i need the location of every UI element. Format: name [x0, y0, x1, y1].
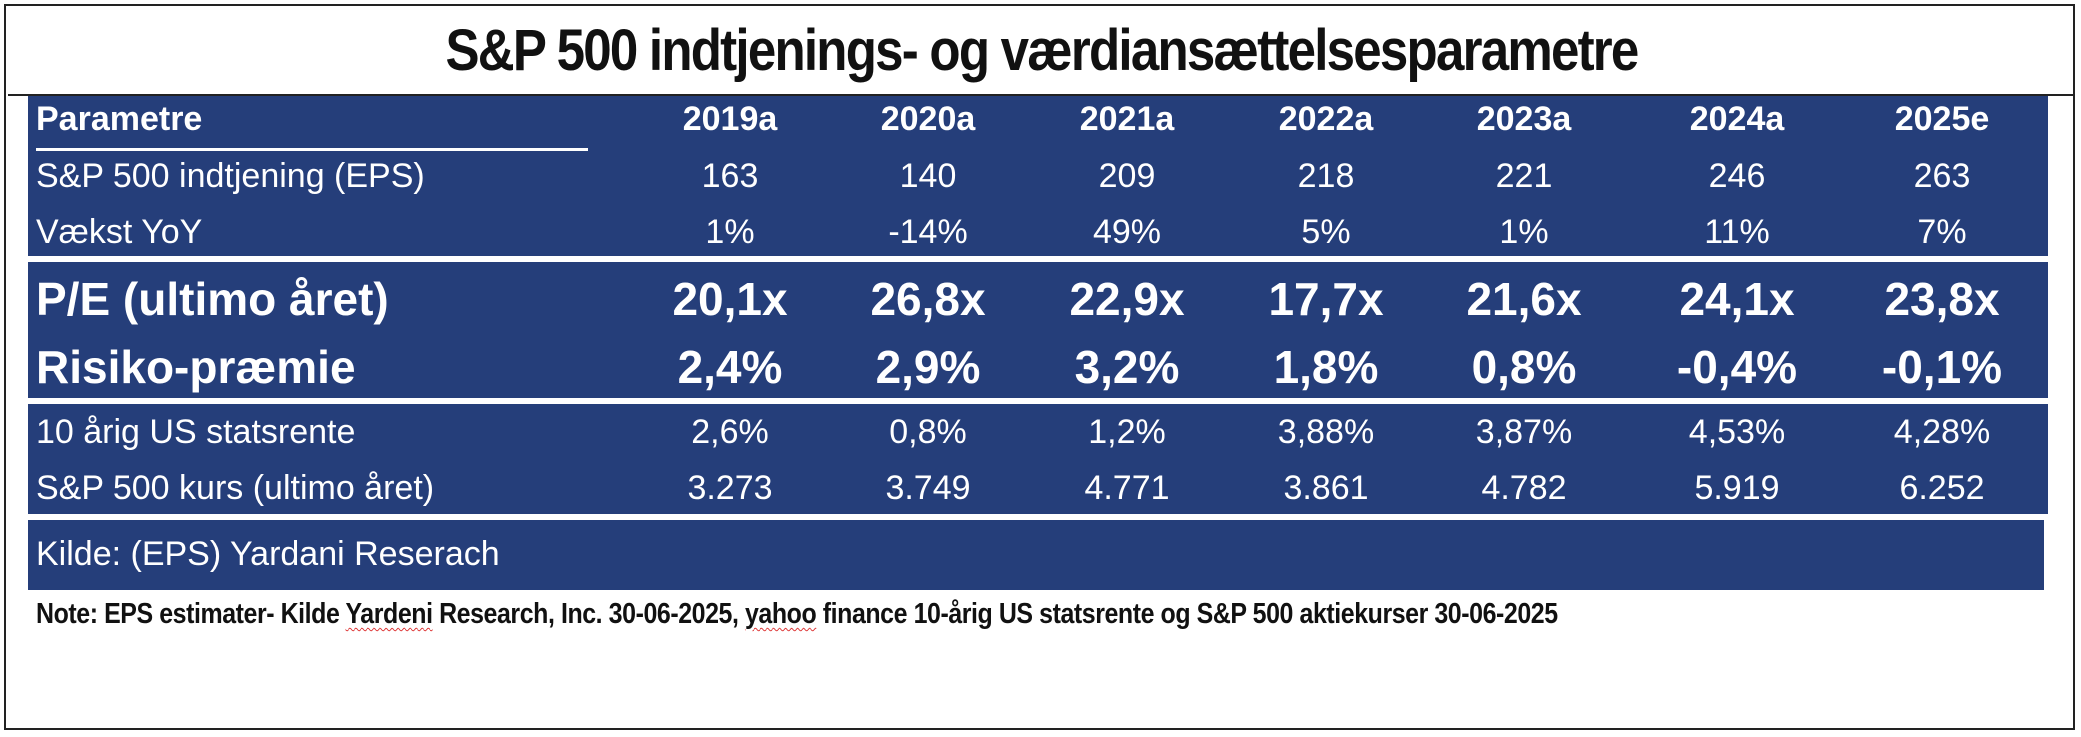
table-cell: 4,53%: [1688, 413, 1786, 451]
row-label-risk-premium: Risiko-præmie: [36, 341, 356, 393]
row-label-index-level: S&P 500 kurs (ultimo året): [36, 469, 435, 507]
footnote-spellcheck-word: yahoo: [744, 598, 817, 630]
header-year: 2019a: [682, 100, 778, 138]
table-cell: 246: [1708, 157, 1766, 195]
table-cell: 263: [1913, 157, 1971, 195]
table-cell: 140: [899, 157, 957, 195]
table-cell: 1%: [1499, 213, 1549, 251]
table-cell: 7%: [1917, 213, 1967, 251]
footnote-spellcheck-word: Yardeni: [345, 598, 433, 630]
table-cell: 2,9%: [875, 341, 981, 393]
row-label-eps: S&P 500 indtjening (EPS): [36, 157, 425, 195]
header-year: 2020a: [880, 100, 976, 138]
chart-title: S&P 500 indtjenings- og værdiansættelses…: [445, 18, 1639, 83]
table-cell: 2,4%: [677, 341, 783, 393]
table-cell: 3,88%: [1277, 413, 1375, 451]
table-cell: 11%: [1704, 213, 1770, 251]
table-cell: -14%: [888, 213, 968, 251]
title-divider: [8, 94, 2075, 96]
header-year: 2022a: [1278, 100, 1374, 138]
table-cell: 163: [701, 157, 759, 195]
table-cell: 1%: [705, 213, 755, 251]
table-cell: -0,4%: [1676, 341, 1798, 393]
table-cell: 4,28%: [1893, 413, 1991, 451]
table-cell: 4.771: [1084, 469, 1170, 507]
header-year: 2021a: [1079, 100, 1175, 138]
table-panel-eps: [28, 96, 2048, 256]
table-cell: 23,8x: [1884, 273, 2000, 325]
table-panel-valuation: [28, 262, 2048, 398]
source-text: Kilde: (EPS) Yardani Reserach: [36, 535, 500, 573]
table-cell: 0,8%: [889, 413, 967, 451]
table-cell: 3.861: [1283, 469, 1369, 507]
footnote-part: Research, Inc. 30-06-2025,: [432, 598, 745, 630]
source-panel: [28, 520, 2044, 590]
table-panel-rates: [28, 404, 2048, 514]
row-label-growth: Vækst YoY: [36, 213, 203, 251]
table-cell: 49%: [1092, 213, 1162, 251]
table-cell: -0,1%: [1881, 341, 2003, 393]
table-cell: 0,8%: [1471, 341, 1577, 393]
table-cell: 3.749: [885, 469, 971, 507]
table-cell: 209: [1098, 157, 1156, 195]
table-cell: 3.273: [687, 469, 773, 507]
header-label-underline: [36, 148, 588, 151]
footnote-part: finance 10-årig US statsrente og S&P 500…: [816, 598, 1558, 630]
row-label-treasury-rate: 10 årig US statsrente: [36, 413, 356, 451]
header-year: 2025e: [1894, 100, 1990, 138]
footnote: Note: EPS estimater- Kilde Yardeni Resea…: [36, 598, 1756, 631]
table-cell: 5%: [1301, 213, 1351, 251]
table-cell: 218: [1297, 157, 1355, 195]
last-row-underline: [628, 516, 1838, 519]
table-cell: 5.919: [1694, 469, 1780, 507]
header-year: 2024a: [1689, 100, 1785, 138]
table-cell: 3,2%: [1074, 341, 1180, 393]
header-label: Parametre: [36, 100, 203, 138]
table-cell: 21,6x: [1466, 273, 1582, 325]
table-cell: 1,8%: [1273, 341, 1379, 393]
row-label-pe: P/E (ultimo året): [36, 273, 389, 325]
table-cell: 22,9x: [1069, 273, 1185, 325]
table-cell: 3,87%: [1475, 413, 1573, 451]
table-cell: 20,1x: [672, 273, 788, 325]
table-cell: 17,7x: [1268, 273, 1384, 325]
table-cell: 2,6%: [691, 413, 769, 451]
table-cell: 221: [1495, 157, 1553, 195]
table-cell: 1,2%: [1088, 413, 1166, 451]
footnote-part: Note: EPS estimater- Kilde: [36, 598, 346, 630]
table-cell: 26,8x: [870, 273, 986, 325]
header-year: 2023a: [1476, 100, 1572, 138]
table-cell: 6.252: [1899, 469, 1985, 507]
table-cell: 4.782: [1481, 469, 1567, 507]
table-cell: 24,1x: [1679, 273, 1795, 325]
